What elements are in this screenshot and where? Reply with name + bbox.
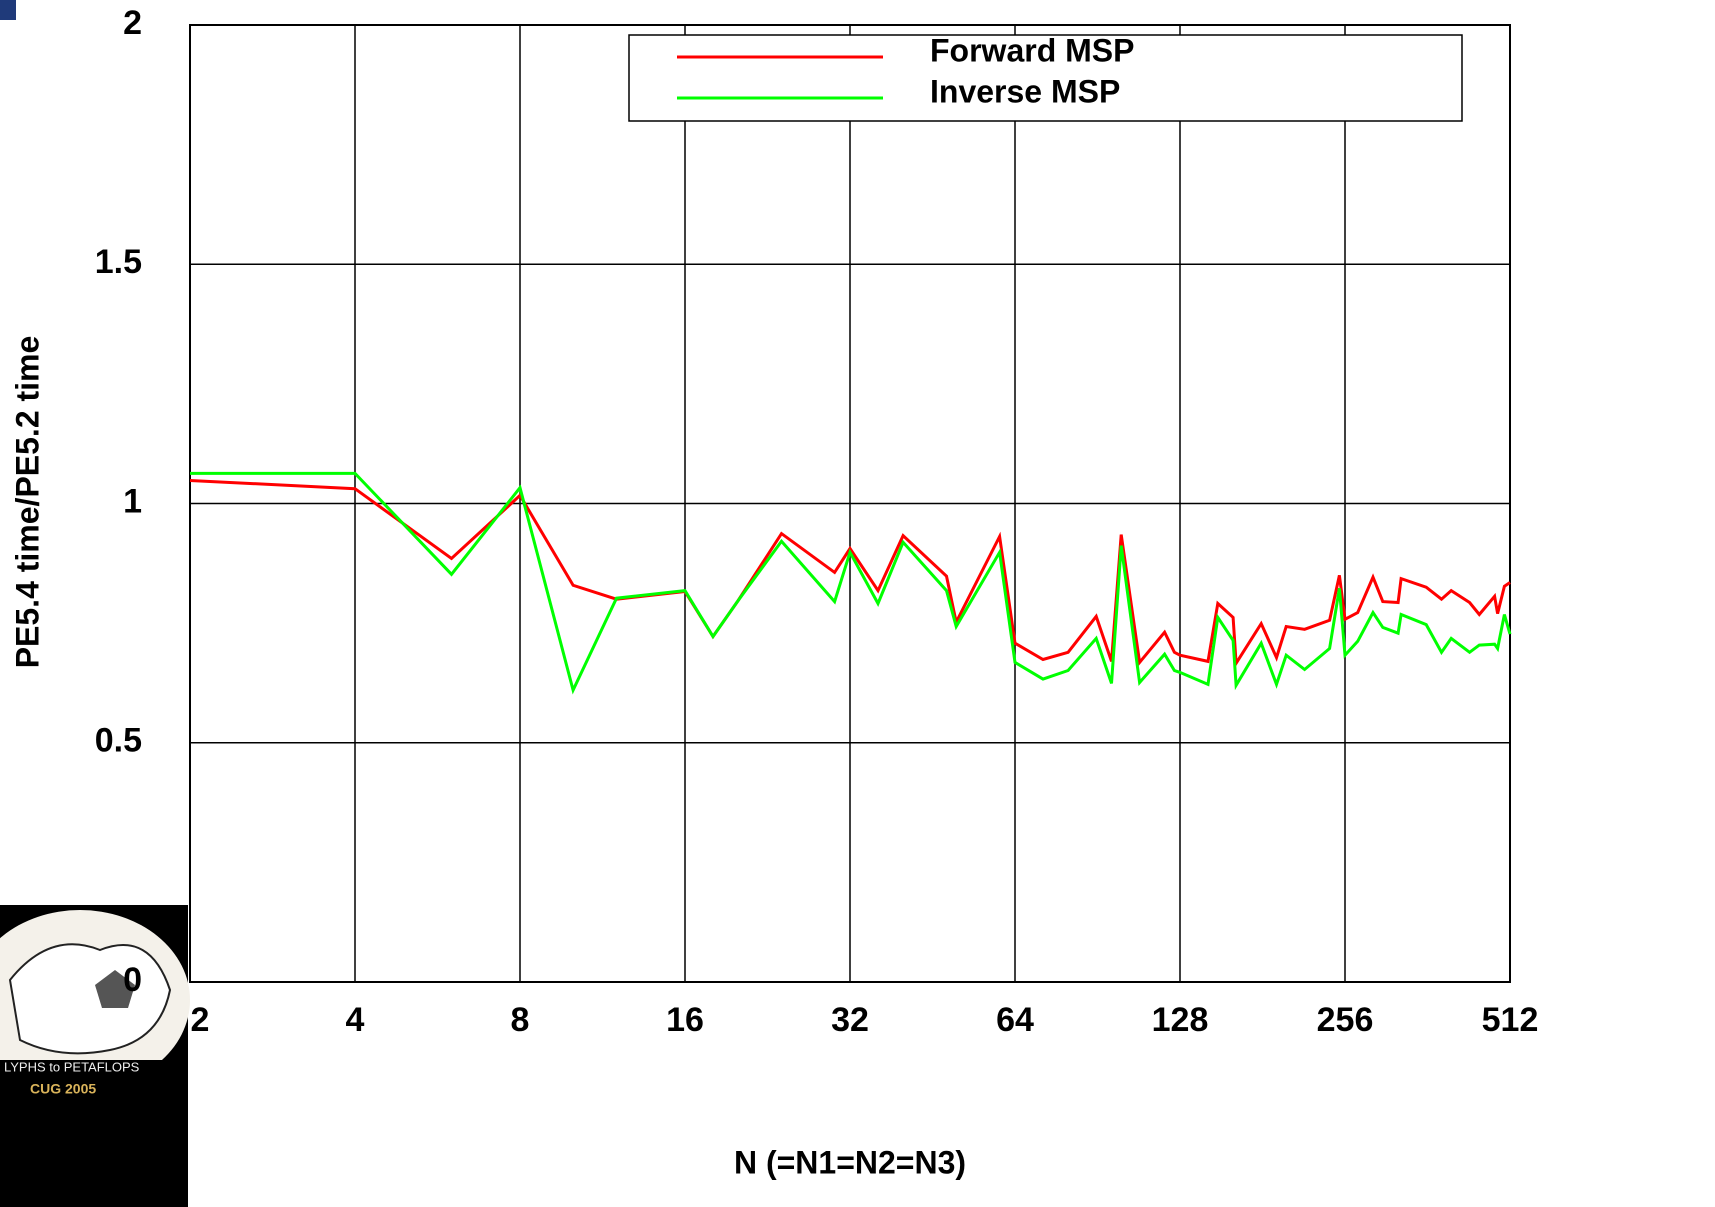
data-line: [190, 471, 1512, 695]
x-tick-label: 32: [831, 1001, 869, 1039]
x-tick-label: 512: [1482, 1001, 1539, 1039]
x-tick-label: 256: [1317, 1001, 1374, 1039]
legend: Forward MSP Inverse MSP: [628, 32, 1463, 122]
plot-frame: [189, 24, 1511, 983]
x-tick-label: 8: [511, 1001, 530, 1039]
logo-band: [0, 1060, 188, 1207]
corner-accent: [0, 0, 16, 20]
x-tick-label: 128: [1152, 1001, 1209, 1039]
x-axis-label: N (=N1=N2=N3): [734, 1144, 966, 1180]
y-tick-label: 0: [123, 961, 142, 999]
x-tick-label: 64: [996, 1001, 1034, 1039]
logo-pentagon: [95, 970, 135, 1008]
x-tick-label: 16: [666, 1001, 704, 1039]
legend-box: [628, 34, 1463, 122]
logo-rock: [8, 943, 172, 1055]
data-line: [189, 479, 1511, 668]
y-tick-label: 1.5: [95, 243, 142, 281]
y-tick-label: 0.5: [95, 722, 142, 760]
x-tick-label: 2: [191, 1001, 210, 1039]
logo-line2: CUG 2005: [30, 1081, 96, 1097]
logo: LYPHS to PETAFLOPS CUG 2005: [0, 905, 190, 1207]
x-tick-label: 4: [346, 1001, 365, 1039]
y-tick-label: 2: [123, 4, 142, 42]
legend-label: Inverse MSP: [930, 73, 1120, 109]
y-axis-label: PE5.4 time/PE5.2 time: [9, 336, 45, 669]
logo-line1: LYPHS to PETAFLOPS: [4, 1059, 140, 1074]
legend-label: Forward MSP: [930, 32, 1134, 68]
y-tick-label: 1: [123, 482, 142, 520]
